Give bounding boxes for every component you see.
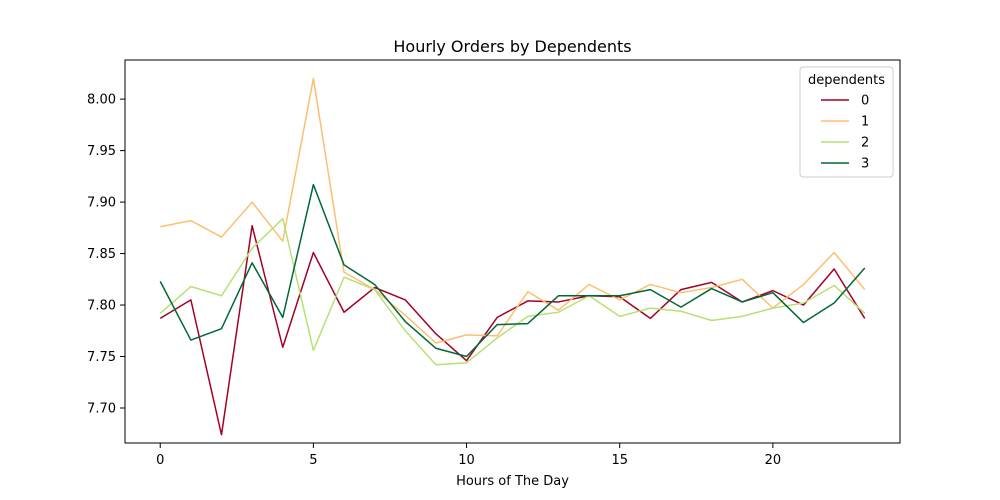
plot-lines	[159, 77, 866, 436]
y-tick-label: 7.75	[87, 350, 116, 365]
x-axis-label: Hours of The Day	[456, 474, 569, 489]
y-tick-label: 7.70	[87, 401, 116, 416]
series-line-1	[160, 77, 866, 344]
legend: dependents 0 1 2 3	[799, 66, 894, 178]
legend-label-0: 0	[861, 94, 869, 109]
x-axis-ticks: 0 5 10 15 20	[156, 443, 781, 468]
y-axis-ticks: 7.70 7.75 7.80 7.85 7.90 7.95 8.00	[87, 93, 125, 416]
legend-label-1: 1	[861, 115, 869, 130]
legend-title: dependents	[808, 73, 885, 88]
x-tick-label: 10	[458, 453, 475, 468]
y-tick-label: 7.80	[87, 299, 116, 314]
legend-label-3: 3	[861, 157, 869, 172]
x-tick-label: 15	[611, 453, 628, 468]
plot-frame	[124, 59, 901, 444]
y-tick-label: 8.00	[87, 93, 116, 108]
legend-box	[799, 66, 894, 178]
series-line-0	[159, 225, 866, 436]
legend-label-2: 2	[861, 136, 869, 151]
series-line-3	[159, 183, 866, 358]
x-tick-label: 5	[309, 453, 317, 468]
y-tick-label: 7.95	[87, 144, 116, 159]
x-tick-label: 0	[156, 453, 164, 468]
series-line-2	[159, 217, 866, 366]
x-tick-label: 20	[765, 453, 782, 468]
y-tick-label: 7.90	[87, 196, 116, 211]
chart-title: Hourly Orders by Dependents	[393, 37, 631, 56]
y-tick-label: 7.85	[87, 247, 116, 262]
legend-entries: 0 1 2 3	[821, 94, 869, 172]
